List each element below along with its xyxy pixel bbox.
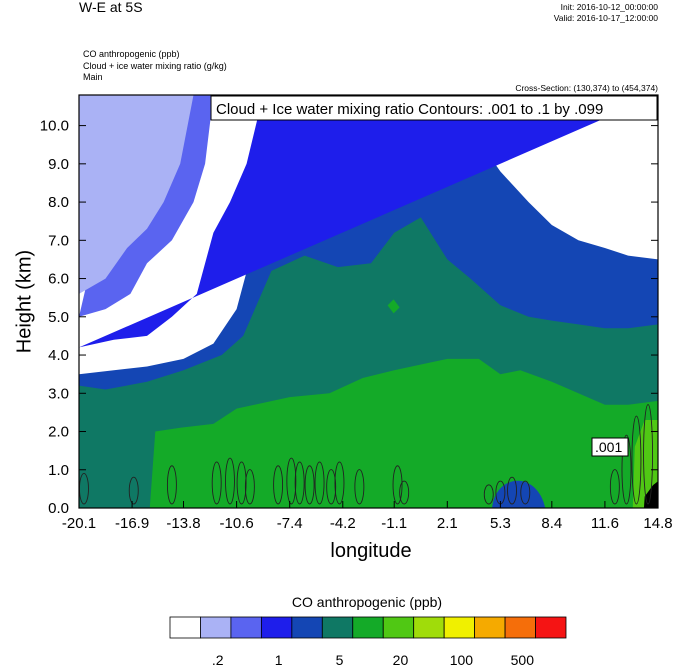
x-tick-label-9: 8.4 [541,515,562,532]
x-tick-label-2: -13.8 [166,515,200,532]
colorbar-swatch-0 [169,616,201,639]
x-tick-label-4: -7.4 [277,515,303,532]
x-tick-label-1: -16.9 [115,515,149,532]
valid-time: Valid: 2016-10-17_12:00:00 [553,13,658,23]
x-tick-label-10: 11.6 [591,515,619,532]
colorbar-swatch-5 [321,616,354,639]
x-tick-label-3: -10.6 [220,515,254,532]
cloud-contour-9 [294,461,305,505]
co-blob-blue [492,480,546,508]
colorbar-label-5: 500 [511,652,535,667]
colorbar-swatch-12 [535,616,567,639]
cloud-contour-15 [392,465,403,505]
colorbar-swatch-2 [230,616,262,639]
variable-line-cloud: Cloud + ice water mixing ratio (g/kg) [83,61,227,71]
cloud-contour-19 [507,476,517,505]
colorbar-label-0: .2 [212,652,224,667]
y-tick-label-5: 5.0 [48,309,69,326]
y-tick-label-2: 2.0 [48,424,69,441]
init-time: Init: 2016-10-12_00:00:00 [560,2,658,12]
colorbar-label-3: 20 [393,652,409,667]
cloud-contour-17 [483,484,494,505]
cloud-contour-22 [621,434,632,505]
cloud-contour-13 [334,461,345,505]
colorbar-swatch-9 [443,616,476,639]
variable-line-main: Main [83,72,103,82]
variable-line-co: CO anthropogenic (ppb) [83,49,180,59]
cloud-contour-7 [273,465,284,505]
y-tick-label-1: 1.0 [48,462,69,479]
y-tick-label-6: 6.0 [48,271,69,288]
y-axis-label: Height (km) [13,249,36,354]
colorbar-swatch-6 [352,616,384,639]
x-tick-label-11: 14.8 [643,515,672,532]
x-tick-label-0: -20.1 [62,515,96,532]
colorbar-label-1: 1 [275,652,283,667]
field-layers [79,95,658,508]
colorbar-swatch-10 [474,616,506,639]
x-tick-label-7: 2.1 [437,515,458,532]
co-band-upper-1 [79,95,658,348]
x-axis-label: longitude [330,540,412,562]
cross-section-label: Cross-Section: (130,374) to (454,374) [515,83,658,93]
cloud-contour-3 [211,461,222,505]
colorbar-label-2: 5 [336,652,344,667]
cloud-contour-21 [609,469,620,505]
colorbar-swatch-8 [413,616,445,639]
y-tick-label-9: 9.0 [48,156,69,173]
cloud-contour-10 [304,465,315,505]
contour-label-text: .001 [595,439,622,455]
co-band-1 [149,358,658,508]
cloud-contour-12 [326,469,337,505]
colorbar-label-4: 100 [450,652,474,667]
colorbar-swatch-1 [200,616,232,639]
y-tick-label-8: 8.0 [48,194,69,211]
y-tick-label-4: 4.0 [48,347,69,364]
x-tick-label-8: 5.3 [490,515,511,532]
cloud-contour-20 [520,480,531,505]
co-band-upper-3 [79,95,194,294]
colorbar-swatch-3 [260,616,293,639]
cloud-contour-6 [244,469,255,505]
y-tick-label-0: 0.0 [48,500,69,517]
cloud-contour-8 [286,457,297,505]
co-blob-green [387,299,400,314]
y-tick-label-3: 3.0 [48,385,69,402]
contour-label-box [591,437,629,457]
plot-title: W-E at 5S [79,0,143,15]
colorbar-title: CO anthropogenic (ppb) [291,594,443,610]
cloud-contour-24 [643,404,653,505]
plot-frame [78,94,659,509]
cloud-contour-16 [399,480,410,505]
cloud-contour-5 [236,461,247,505]
cloud-contour-14 [354,469,365,505]
y-tick-label-10: 10.0 [40,118,69,135]
colorbar-swatch-7 [382,616,415,639]
colorbar-swatch-4 [291,616,323,639]
contour-info-text: Cloud + Ice water mixing ratio Contours:… [216,101,603,118]
cloud-contour-11 [314,461,325,505]
cloud-contour-1 [128,476,139,505]
cloud-contour-4 [225,457,235,505]
cloud-contour-23 [631,415,642,505]
x-tick-label-5: -4.2 [330,515,356,532]
y-tick-label-7: 7.0 [48,232,69,249]
x-tick-label-6: -1.1 [381,515,407,532]
colorbar-swatch-11 [504,616,536,639]
contour-info-box [210,95,658,121]
cloud-contour-2 [166,465,177,505]
